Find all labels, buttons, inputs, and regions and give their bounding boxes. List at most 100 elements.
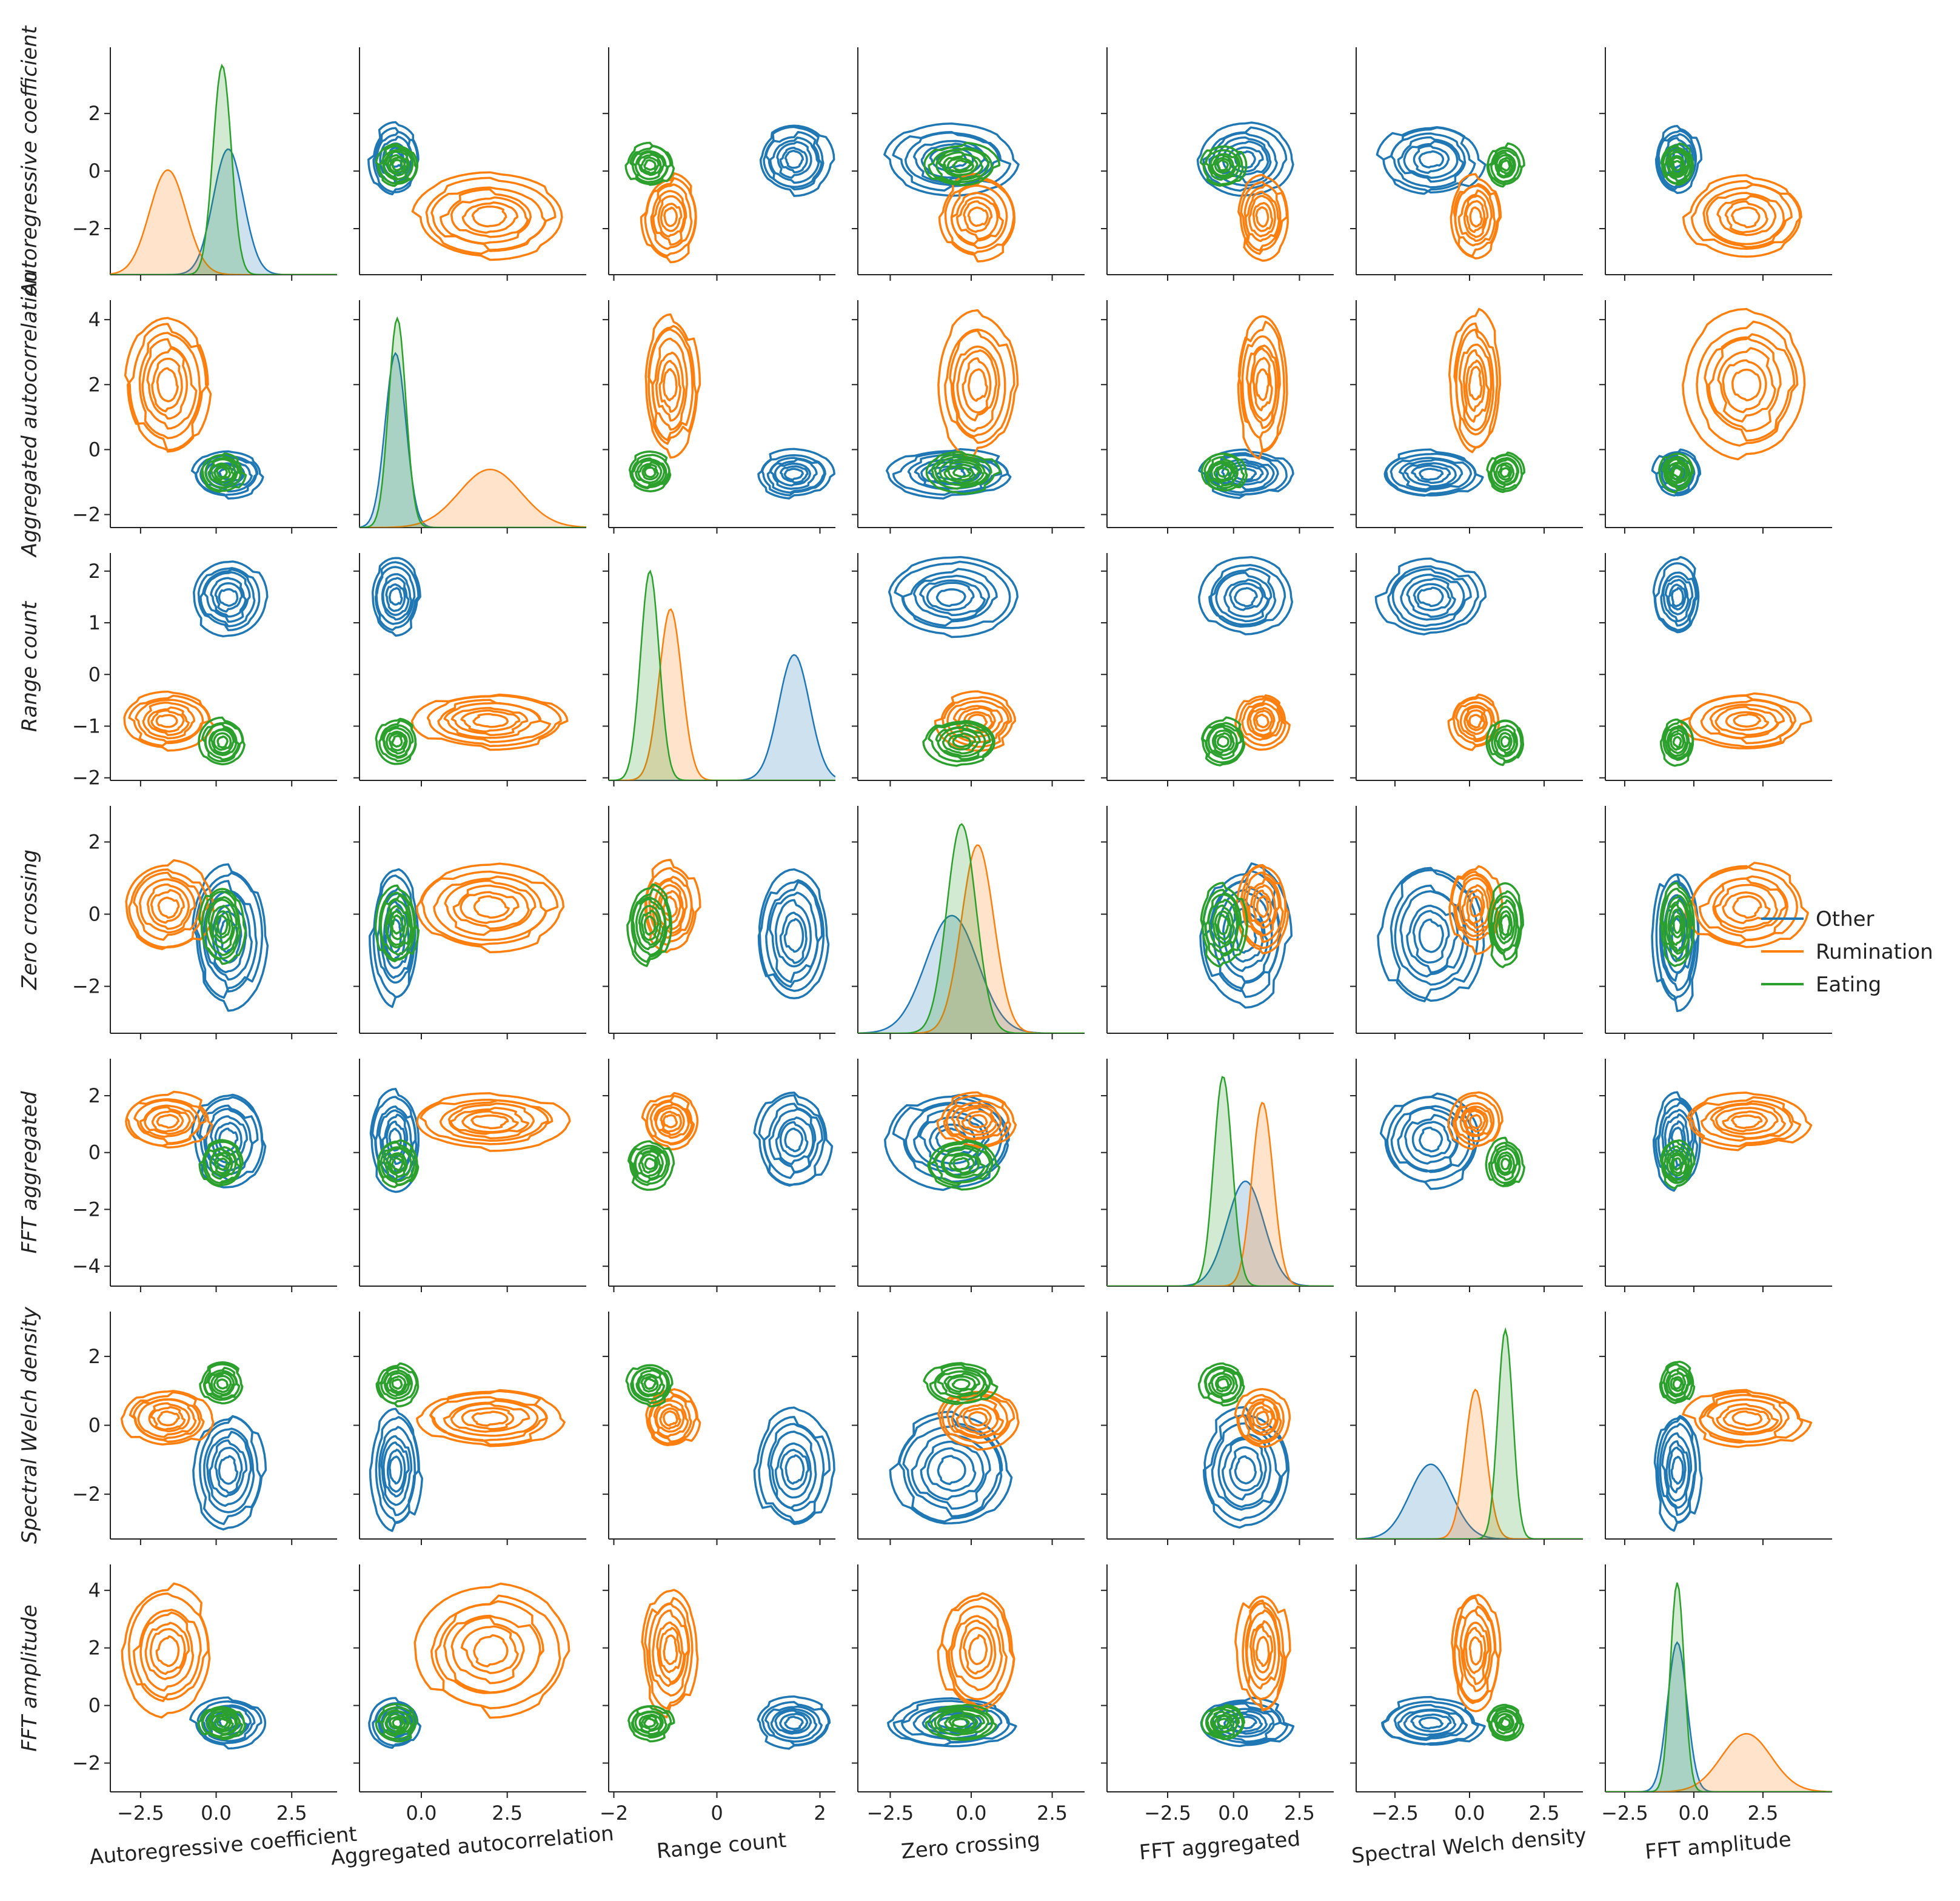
contour-level: [635, 897, 666, 951]
contour-level: [763, 126, 824, 190]
contour-level: [968, 1114, 988, 1128]
contour-level: [663, 1634, 678, 1665]
x-tick-label: −2.5: [867, 1802, 914, 1825]
contour-level: [1217, 1433, 1272, 1508]
panel-6-3: −2.5 0.0 2.5: [852, 1564, 1085, 1825]
contour-level: [940, 696, 1012, 748]
contour-level: [644, 313, 701, 459]
contour-level: [388, 1455, 403, 1485]
contour-level: [375, 142, 419, 187]
kde-contours-rumination: [416, 1389, 566, 1447]
panel-5-0: −2 0 2: [72, 1312, 337, 1545]
contour-level: [216, 914, 229, 936]
contour-level: [633, 1147, 668, 1184]
panel-0-1: [353, 47, 586, 281]
kde-line-rumination: [110, 169, 337, 275]
kde-contours-rumination: [640, 172, 697, 264]
contour-level: [1418, 150, 1445, 169]
contour-level: [1487, 882, 1524, 968]
kde-contours-eating: [199, 1361, 244, 1405]
contour-level: [1670, 1126, 1684, 1153]
contour-level: [155, 1635, 180, 1668]
kde-contours-rumination: [413, 1582, 570, 1719]
contour-level: [128, 1592, 210, 1701]
contour-level: [761, 454, 826, 497]
contour-level: [141, 338, 198, 430]
contour-level: [1208, 567, 1277, 626]
kde-fill-other: [1605, 1642, 1832, 1792]
panel-2-4: [1101, 553, 1334, 786]
panel-3-5: [1350, 806, 1583, 1039]
contour-level: [198, 888, 247, 965]
contour-level: [1453, 1596, 1500, 1705]
panel-0-4: [1101, 47, 1334, 281]
contour-level: [1240, 181, 1288, 255]
contour-level: [197, 1706, 247, 1741]
contour-level: [1670, 732, 1685, 751]
contour-level: [1486, 451, 1526, 494]
contour-level: [435, 1600, 544, 1694]
contour-level: [1670, 463, 1684, 481]
contour-level: [1206, 1708, 1240, 1738]
contour-level: [138, 878, 196, 934]
contour-level: [1667, 150, 1689, 178]
contour-level: [1494, 152, 1516, 179]
contour-level: [663, 368, 678, 401]
contour-level: [1464, 1109, 1487, 1133]
contour-level: [652, 1609, 690, 1688]
contour-level: [200, 452, 247, 493]
kde-contours-rumination: [124, 317, 212, 453]
contour-level: [1652, 555, 1700, 634]
x-axis-label-fft-amplitude: FFT amplitude: [1644, 1828, 1792, 1865]
contour-level: [157, 896, 180, 919]
contour-level: [429, 1390, 548, 1446]
contour-level: [968, 368, 988, 402]
panel-4-4: [1101, 1059, 1334, 1292]
contour-level: [641, 463, 660, 481]
contour-level: [961, 1110, 994, 1133]
contour-level: [199, 454, 259, 493]
kde-line-other: [1356, 1463, 1583, 1539]
panel-0-2: [603, 47, 835, 281]
contour-level: [1469, 895, 1483, 918]
contour-level: [444, 879, 537, 936]
contour-level: [663, 206, 678, 227]
kde-fill-eating: [360, 318, 586, 528]
kde-contours-rumination: [1682, 1389, 1813, 1449]
contour-level: [1497, 463, 1513, 481]
contour-level: [1662, 575, 1694, 622]
contour-level: [1667, 583, 1687, 611]
y-tick-label: 2: [89, 831, 101, 854]
contour-level: [1489, 454, 1524, 491]
contour-level: [631, 150, 669, 183]
contour-level: [200, 1704, 256, 1742]
x-tick-label: −2.5: [1371, 1802, 1419, 1825]
kde-fill-eating: [110, 65, 337, 275]
contour-level: [1712, 877, 1787, 934]
contour-level: [1207, 725, 1238, 756]
contour-level: [946, 157, 975, 174]
legend-label-rumination: Rumination: [1816, 940, 1933, 964]
contour-level: [210, 462, 235, 483]
contour-level: [144, 1106, 191, 1135]
contour-level: [1488, 1142, 1521, 1187]
contour-level: [1500, 736, 1511, 748]
contour-level: [150, 1406, 186, 1431]
contour-level: [1196, 121, 1294, 197]
contour-level: [1253, 890, 1273, 925]
contour-level: [1462, 349, 1490, 423]
contour-level: [950, 184, 1008, 249]
contour-level: [652, 190, 687, 246]
kde-fill-rumination: [1605, 1734, 1832, 1792]
x-tick-label: 2.5: [1284, 1802, 1315, 1825]
contour-level: [1385, 448, 1484, 497]
contour-level: [894, 560, 1011, 629]
contour-level: [889, 1410, 1013, 1524]
kde-fill-other: [110, 149, 337, 275]
contour-level: [138, 332, 201, 440]
contour-level: [947, 1375, 976, 1393]
contour-level: [774, 1709, 812, 1735]
contour-level: [1666, 1148, 1689, 1181]
contour-level: [968, 1634, 988, 1666]
